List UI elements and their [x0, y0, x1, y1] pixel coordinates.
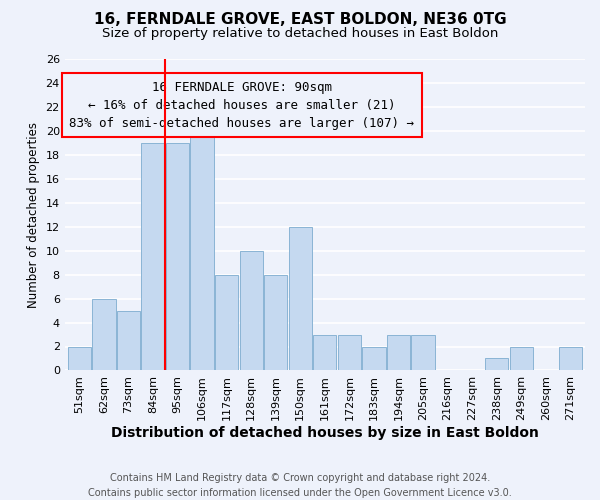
Text: Contains HM Land Registry data © Crown copyright and database right 2024.
Contai: Contains HM Land Registry data © Crown c…: [88, 472, 512, 498]
Y-axis label: Number of detached properties: Number of detached properties: [27, 122, 40, 308]
Bar: [362, 346, 386, 370]
Bar: [289, 226, 312, 370]
Bar: [485, 358, 508, 370]
Bar: [264, 274, 287, 370]
Text: Size of property relative to detached houses in East Boldon: Size of property relative to detached ho…: [102, 28, 498, 40]
Bar: [117, 310, 140, 370]
Bar: [313, 334, 337, 370]
Bar: [142, 143, 164, 370]
Bar: [68, 346, 91, 370]
X-axis label: Distribution of detached houses by size in East Boldon: Distribution of detached houses by size …: [111, 426, 539, 440]
Bar: [338, 334, 361, 370]
Bar: [387, 334, 410, 370]
Text: 16, FERNDALE GROVE, EAST BOLDON, NE36 0TG: 16, FERNDALE GROVE, EAST BOLDON, NE36 0T…: [94, 12, 506, 28]
Bar: [215, 274, 238, 370]
Bar: [509, 346, 533, 370]
Bar: [166, 143, 189, 370]
Text: 16 FERNDALE GROVE: 90sqm
← 16% of detached houses are smaller (21)
83% of semi-d: 16 FERNDALE GROVE: 90sqm ← 16% of detach…: [69, 81, 414, 130]
Bar: [190, 119, 214, 370]
Bar: [239, 250, 263, 370]
Bar: [412, 334, 434, 370]
Bar: [92, 298, 116, 370]
Bar: [559, 346, 582, 370]
